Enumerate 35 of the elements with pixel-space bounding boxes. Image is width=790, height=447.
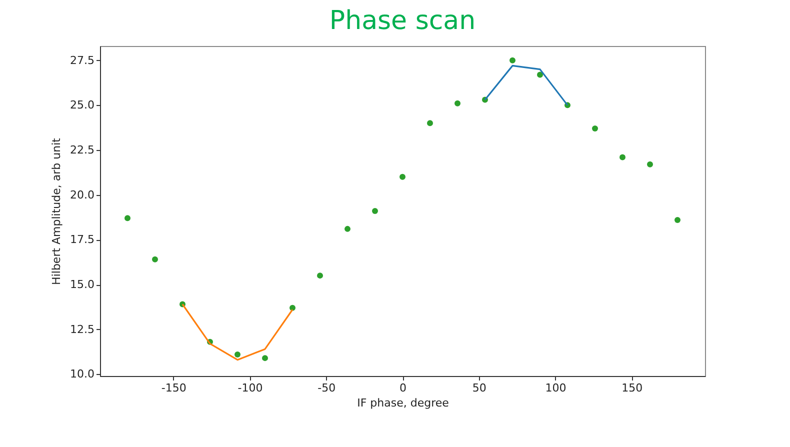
point [372,208,378,214]
y-axis-title: Hilbert Amplitude, arb unit [50,137,64,285]
y-tick-label: 25.0 [70,98,94,112]
y-tick-label: 10.0 [70,368,94,381]
point [344,226,350,232]
point [537,72,543,78]
point [620,154,626,160]
x-tick-label: 100 [545,382,566,394]
point [454,100,460,106]
point [647,161,653,168]
y-tick-label: 20.0 [70,188,94,202]
x-tick-label: -100 [238,382,263,394]
y-tick-label: 27.5 [70,54,94,67]
x-tick-label: 150 [622,382,643,394]
y-tick-label: 12.5 [70,322,94,336]
x-tick-label: 0 [400,382,406,394]
point [317,272,323,279]
point [152,256,158,262]
point [510,57,516,64]
point [290,304,296,311]
point [234,351,240,358]
chart-title: Phase scan [329,6,476,36]
point [592,126,598,132]
point [400,174,406,180]
point [124,215,130,222]
y-tick-label: 22.5 [70,144,94,157]
point [674,216,680,223]
y-tick-label: 15.0 [70,278,94,292]
x-tick-label: -50 [318,382,336,394]
x-axis-title: IF phase, degree [357,396,450,410]
point [427,120,433,126]
x-tick-label: 50 [472,382,486,394]
x-tick-label: -150 [161,382,186,394]
point [262,355,268,362]
y-tick-label: 17.5 [70,233,94,246]
